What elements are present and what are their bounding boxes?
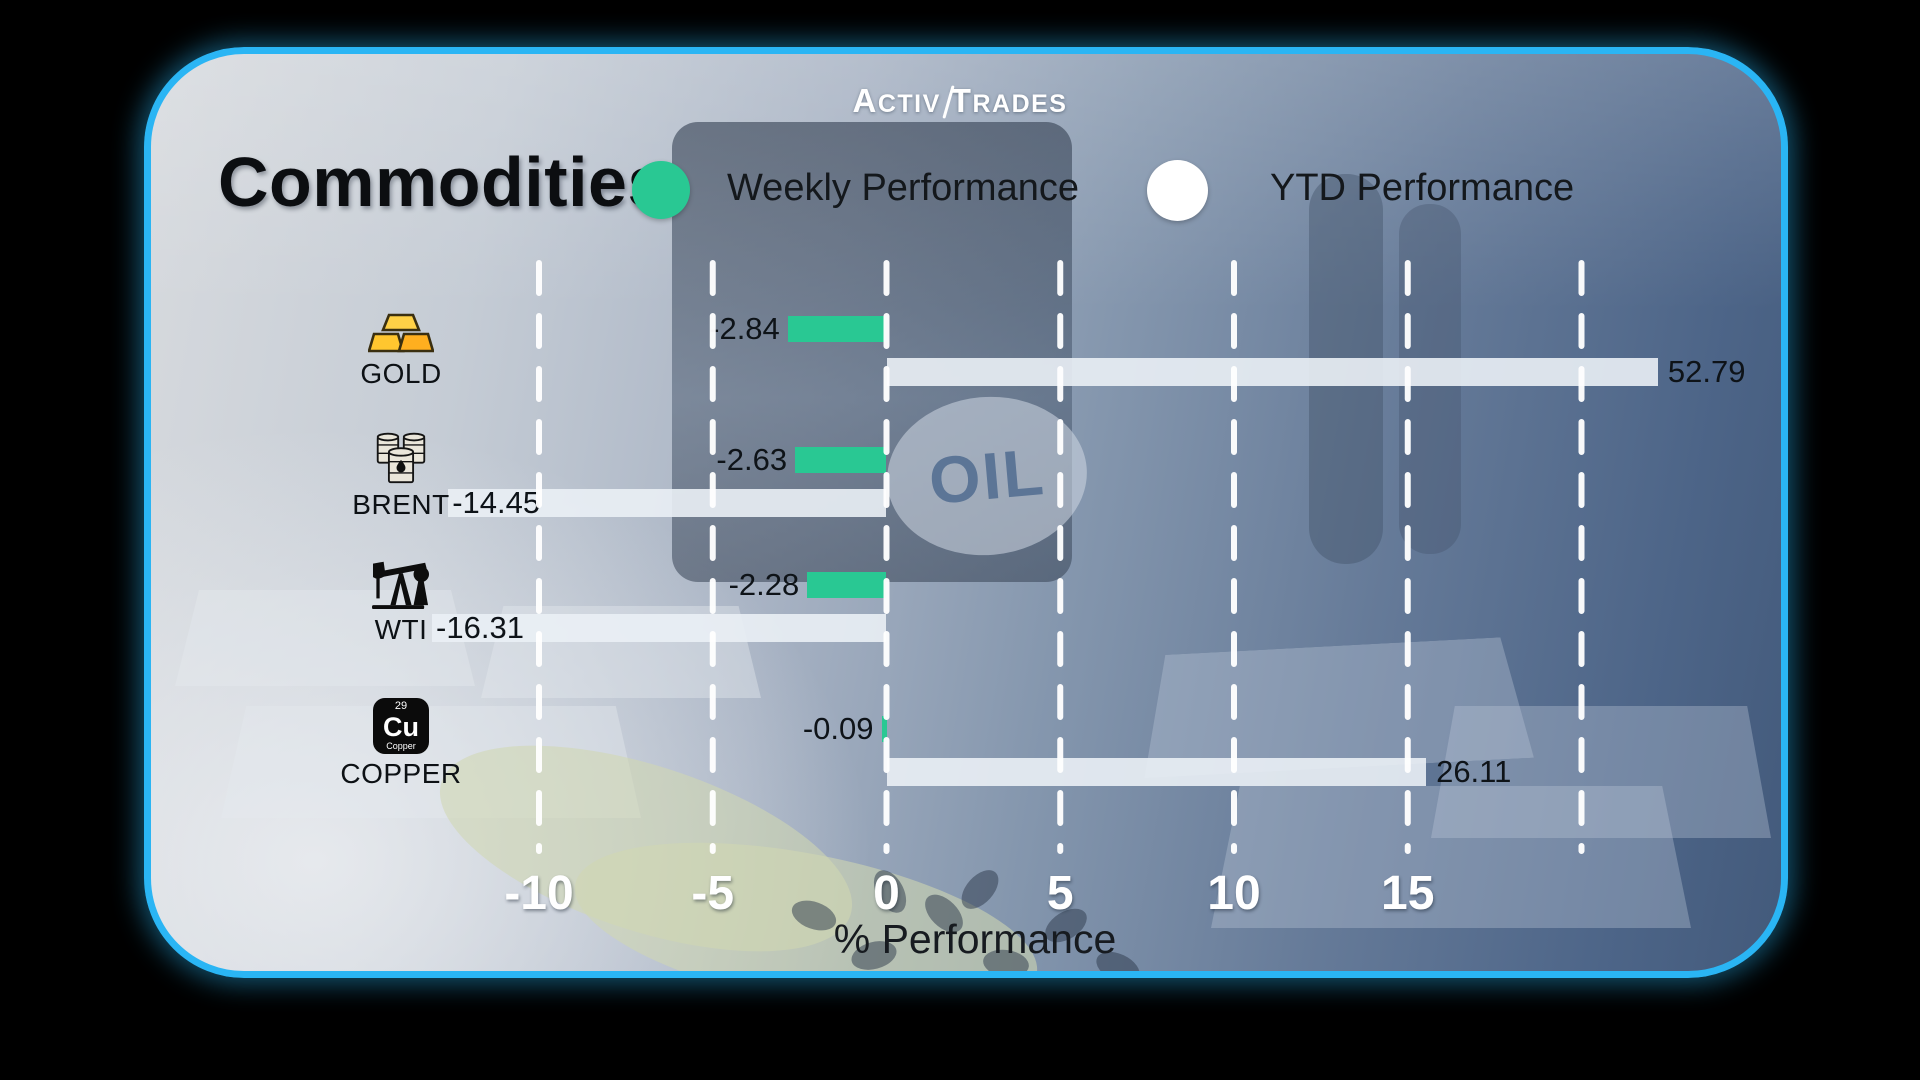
ytd-value-label: 26.11	[1436, 754, 1512, 789]
copper-name: Copper	[386, 741, 416, 751]
ytd-legend-label: YTD Performance	[1270, 167, 1575, 209]
copper-element-icon: 29 Cu Copper	[366, 698, 436, 754]
commodity-label: GOLD	[360, 358, 442, 389]
gold-ingot-shape	[1431, 706, 1771, 838]
weekly-legend-dot	[632, 161, 690, 219]
copper-atomic-number: 29	[394, 700, 408, 712]
gold-ingot-shape	[1211, 786, 1691, 928]
ytd-bar	[448, 489, 887, 517]
ytd-value-label: 52.79	[1667, 354, 1746, 389]
copper-element-tile: 29 Cu Copper	[373, 698, 429, 754]
commodity-label: WTI	[374, 614, 428, 645]
copper-symbol: Cu	[383, 712, 419, 742]
weekly-bar	[787, 316, 887, 342]
weekly-legend-label: Weekly Performance	[727, 167, 1079, 209]
ytd-bar	[886, 758, 1427, 786]
page-title: Commodities	[218, 143, 667, 221]
commodity-label: BRENT	[352, 489, 450, 520]
ytd-bar	[432, 614, 887, 642]
ytd-bar	[886, 358, 1658, 386]
weekly-bar	[795, 447, 887, 473]
activtrades-logo: Activ Trades	[852, 82, 1068, 119]
weekly-value-label: -2.63	[716, 442, 788, 477]
commodity-label: COPPER	[340, 758, 462, 789]
oil-barrels-icon	[366, 432, 436, 485]
oil-pump-jack-icon	[366, 558, 436, 610]
x-tick: -5	[691, 867, 735, 920]
x-tick: 10	[1207, 867, 1261, 920]
ytd-value-label: -14.45	[452, 485, 541, 520]
x-tick: 0	[873, 867, 900, 920]
weekly-value-label: -2.28	[728, 567, 800, 602]
x-tick: 5	[1046, 867, 1074, 920]
ytd-legend-dot	[1147, 160, 1208, 221]
x-axis-label: % Performance	[833, 916, 1117, 962]
x-tick: -10	[504, 867, 574, 920]
weekly-value-label: -2.84	[709, 311, 780, 346]
ytd-value-label: -16.31	[436, 610, 524, 645]
x-tick: 15	[1381, 867, 1435, 920]
weekly-value-label: -0.09	[802, 711, 874, 746]
commodities-card: OIL	[144, 47, 1788, 978]
silver-ingot-shape	[175, 590, 475, 686]
weekly-bar	[807, 572, 887, 598]
gold-bars-icon	[366, 302, 436, 354]
